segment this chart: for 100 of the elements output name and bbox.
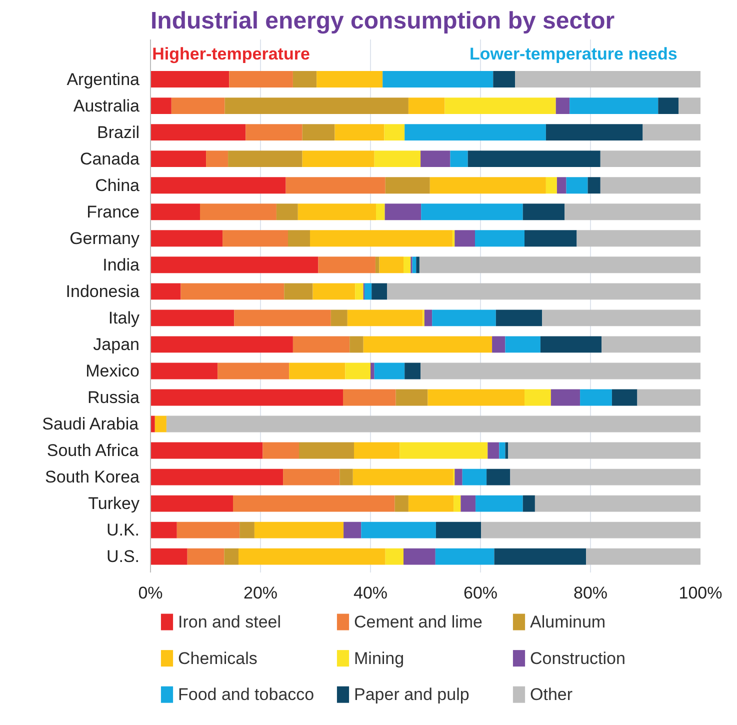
bar [678,98,700,114]
legend-label: Iron and steel [178,612,282,632]
bar [312,283,356,300]
bar [370,362,374,380]
x-tick-label: 100% [678,584,722,602]
bar [460,495,476,512]
y-tick-label: U.K. [106,520,140,540]
bar [150,310,234,326]
bar [510,468,700,486]
bar [505,336,540,353]
bar [262,442,299,459]
bar [384,204,422,220]
legend-label: Chemicals [178,648,258,668]
legend-label: Paper and pulp [354,685,470,704]
x-tick-label: 60% [463,584,498,602]
bar [286,177,386,194]
bar [292,71,317,88]
bar [540,336,602,353]
bar [340,468,353,486]
bar [486,468,510,486]
y-tick-label: Australia [73,96,140,116]
bar [556,177,566,194]
bar [515,71,700,88]
x-tick-label: 0% [138,584,163,602]
bar [419,256,700,274]
bar [363,336,492,353]
bar [343,389,396,406]
bar [283,468,340,486]
bar [496,310,542,326]
bar [476,495,523,512]
bar [375,256,380,274]
bar [493,71,516,88]
bar [444,98,556,114]
bar [430,177,546,194]
bar [602,336,700,353]
bar [150,522,177,538]
bar [166,416,700,432]
bar [658,98,678,114]
bar [200,204,276,220]
annotation: Lower-temperature needs [470,44,678,64]
bar [570,98,658,114]
bar [454,468,462,486]
bar [302,150,374,168]
bar [374,362,405,380]
bar [396,389,428,406]
bar [150,124,246,141]
bar [400,442,488,459]
bar [150,468,284,486]
x-tick-label: 20% [243,584,278,602]
y-tick-label: Russia [88,388,140,407]
bar [222,230,288,247]
bar [435,548,494,565]
y-tick-label: France [86,202,140,222]
y-tick-label: Germany [70,228,140,248]
bar [522,495,535,512]
bar [600,150,700,168]
bar [600,177,700,194]
y-tick-label: U.S. [106,547,140,566]
legend-label: Construction [530,648,626,668]
bar [284,283,313,300]
bar [150,256,318,274]
bar [150,71,230,88]
bar [334,124,384,141]
bar [564,204,700,220]
bar [150,442,263,459]
bar [637,389,700,406]
bar [350,336,364,353]
bar [408,495,454,512]
chart-title: Industrial energy consumption by sector [150,8,615,34]
y-tick-label: Argentina [66,70,140,89]
bar [576,230,700,247]
bar [468,150,600,168]
bar [475,230,524,247]
bar [420,362,700,380]
x-tick-label: 80% [573,584,608,602]
bar [246,124,302,141]
x-tick-label: 40% [353,584,388,602]
bar [352,468,453,486]
bar [384,124,405,141]
bar [372,283,387,300]
bar [488,442,500,459]
bar [150,98,172,114]
bar [588,177,600,194]
annotation: Higher-temperature [152,44,310,64]
bar [344,522,362,538]
bar [379,256,404,274]
bar [150,362,218,380]
bar [150,177,286,194]
bar [534,495,700,512]
bar [394,495,408,512]
bar [524,389,551,406]
bar [404,548,436,565]
bar [302,124,335,141]
bar [150,495,233,512]
bar [355,283,364,300]
y-tick-label: Italy [108,308,140,328]
y-tick-label: Japan [93,334,140,354]
bar [420,150,450,168]
bar [298,204,376,220]
bar [361,522,436,538]
